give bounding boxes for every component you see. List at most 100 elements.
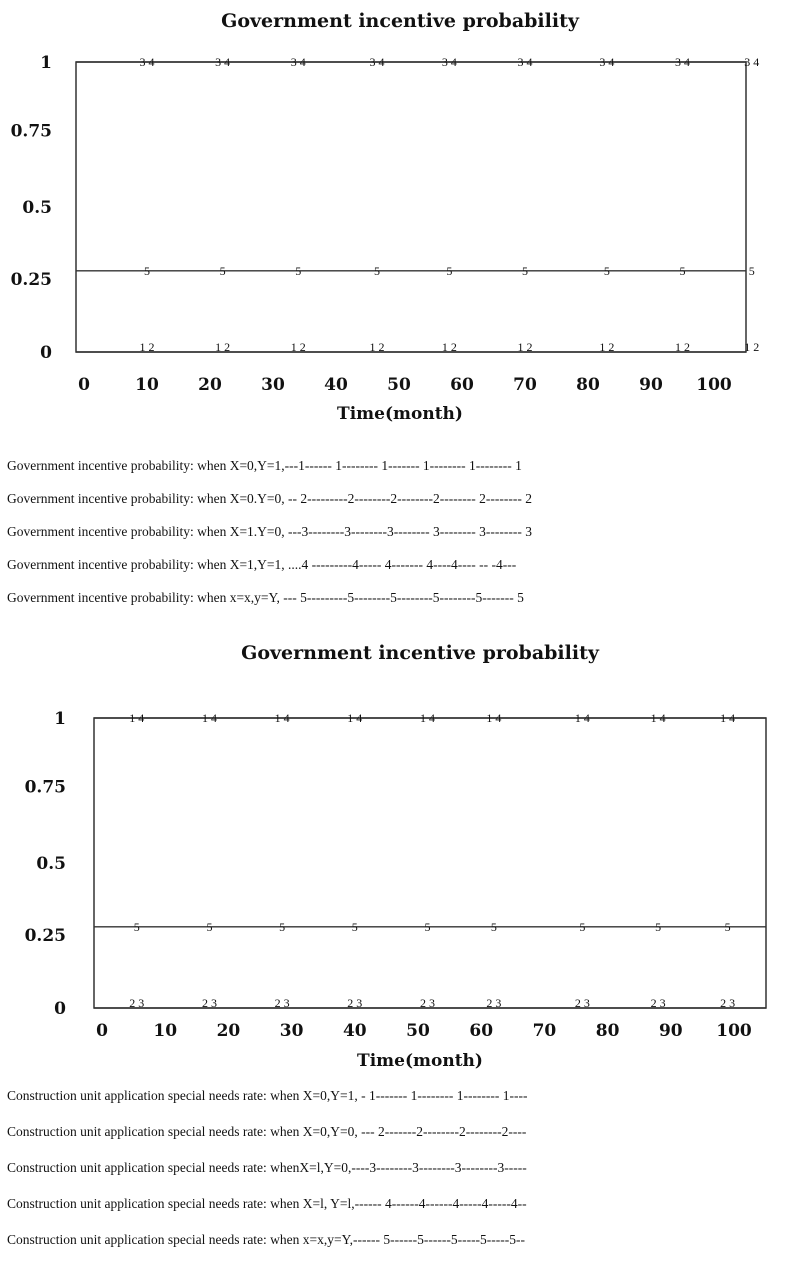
y-tick-label: 0.75 [25, 778, 66, 798]
series-marker-5: 5 [144, 264, 150, 278]
x-tick-label: 0 [96, 1021, 108, 1041]
series-marker-2-3: 2 3 [420, 996, 435, 1010]
series-marker-5: 5 [295, 264, 301, 278]
series-marker-3-4: 3 4 [140, 55, 155, 69]
series-marker-5: 5 [491, 920, 497, 934]
chart-title: Government incentive probability [221, 10, 580, 32]
y-tick-label: 0.75 [11, 122, 52, 142]
y-tick-label: 0.25 [25, 926, 66, 946]
series-marker-2-3: 2 3 [275, 996, 290, 1010]
series-marker-5: 5 [220, 264, 226, 278]
plot-frame [75, 61, 747, 353]
series-marker-1-2: 1 2 [599, 340, 614, 354]
x-tick-label: 10 [153, 1021, 177, 1041]
series-marker-2-3: 2 3 [202, 996, 217, 1010]
x-tick-label: 30 [280, 1021, 304, 1041]
y-tick-label: 0.25 [11, 270, 52, 290]
x-tick-label: 60 [450, 375, 474, 395]
series-marker-1-4: 1 4 [720, 711, 735, 725]
series-marker-1-4: 1 4 [202, 711, 217, 725]
y-tick-labels: 1 0.75 0.5 0.25 0 [11, 53, 53, 363]
x-tick-label: 20 [198, 375, 222, 395]
series-marker-1-2: 1 2 [675, 340, 690, 354]
x-tick-label: 10 [135, 375, 159, 395]
x-tick-label: 40 [343, 1021, 367, 1041]
legend-item: Government incentive probability: when X… [7, 557, 517, 572]
series-marker-2-3: 2 3 [129, 996, 144, 1010]
series-marker-1-4: 1 4 [347, 711, 362, 725]
series-marker-5: 5 [352, 920, 358, 934]
series-lines [94, 717, 766, 1009]
x-tick-label: 20 [217, 1021, 241, 1041]
chart-1: Government incentive probability 1 0.75 0.… [11, 10, 760, 424]
series-marker-3-4: 3 4 [369, 55, 384, 69]
series-marker-3-4: 3 4 [599, 55, 614, 69]
x-tick-label: 100 [716, 1021, 752, 1041]
x-axis-label: Time(month) [357, 1051, 483, 1071]
series-marker-5: 5 [134, 920, 140, 934]
x-tick-labels: 0 10 20 30 40 50 60 70 80 90 100 [78, 375, 732, 395]
x-tick-label: 80 [576, 375, 600, 395]
series-marker-5: 5 [655, 920, 661, 934]
series-marker-5: 5 [424, 920, 430, 934]
series-marker-1-2: 1 2 [744, 340, 759, 354]
legend-item: Government incentive probability: when x… [7, 590, 524, 605]
y-tick-labels: 1 0.75 0.5 0.25 0 [25, 709, 67, 1019]
legend-item: Construction unit application special ne… [7, 1196, 527, 1211]
legend-item: Construction unit application special ne… [7, 1124, 527, 1139]
legend-item: Construction unit application special ne… [7, 1160, 527, 1175]
series-marker-1-4: 1 4 [575, 711, 590, 725]
series-marker-1-2: 1 2 [369, 340, 384, 354]
series-marker-3-4: 3 4 [518, 55, 533, 69]
series-lines [76, 61, 746, 353]
chart-2: Government incentive probability 1 0.75 0.… [25, 642, 767, 1071]
series-marker-1-2: 1 2 [291, 340, 306, 354]
y-tick-label: 0.5 [36, 854, 66, 874]
series-marker-3-4: 3 4 [675, 55, 690, 69]
x-tick-label: 90 [659, 1021, 683, 1041]
legend-item: Construction unit application special ne… [7, 1088, 528, 1103]
legend-item: Government incentive probability: when X… [7, 524, 532, 539]
x-tick-label: 0 [78, 375, 90, 395]
series-marker-5: 5 [579, 920, 585, 934]
series-marker-1-2: 1 2 [215, 340, 230, 354]
y-tick-label: 0.5 [22, 198, 52, 218]
series-marker-3-4: 3 4 [442, 55, 457, 69]
x-tick-labels: 0 10 20 30 40 50 60 70 80 90 100 [96, 1021, 752, 1041]
series-marker-3-4: 3 4 [744, 55, 759, 69]
series-marker-1-2: 1 2 [518, 340, 533, 354]
series-marker-5: 5 [604, 264, 610, 278]
series-marker-5: 5 [522, 264, 528, 278]
series-marker-1-2: 1 2 [140, 340, 155, 354]
series-marker-2-3: 2 3 [347, 996, 362, 1010]
series-marker-5: 5 [680, 264, 686, 278]
x-tick-label: 100 [696, 375, 732, 395]
series-marker-1-4: 1 4 [651, 711, 666, 725]
x-tick-label: 40 [324, 375, 348, 395]
legend-item: Government incentive probability: when X… [7, 458, 522, 473]
series-marker-1-2: 1 2 [442, 340, 457, 354]
series-marker-5: 5 [279, 920, 285, 934]
x-tick-label: 70 [513, 375, 537, 395]
y-tick-label: 0 [54, 999, 66, 1019]
plot-frame [93, 717, 767, 1009]
x-tick-label: 50 [387, 375, 411, 395]
y-tick-label: 1 [40, 53, 52, 73]
series-marker-1-4: 1 4 [129, 711, 144, 725]
x-tick-label: 50 [406, 1021, 430, 1041]
series-markers: 2 3 2 3 2 3 2 3 2 3 2 3 2 3 2 3 2 3 1 4 1 4 1 4 1 4 1… [129, 711, 735, 1010]
x-tick-label: 90 [639, 375, 663, 395]
y-tick-label: 1 [54, 709, 66, 729]
series-marker-2-3: 2 3 [575, 996, 590, 1010]
legend-item: Construction unit application special ne… [7, 1232, 526, 1247]
chart-title: Government incentive probability [241, 642, 600, 664]
x-tick-label: 80 [596, 1021, 620, 1041]
series-marker-2-3: 2 3 [486, 996, 501, 1010]
legend-item: Government incentive probability: when X… [7, 491, 532, 506]
series-marker-3-4: 3 4 [215, 55, 230, 69]
x-tick-label: 70 [533, 1021, 557, 1041]
series-marker-3-4: 3 4 [291, 55, 306, 69]
series-marker-5: 5 [725, 920, 731, 934]
x-axis-label: Time(month) [337, 404, 463, 424]
